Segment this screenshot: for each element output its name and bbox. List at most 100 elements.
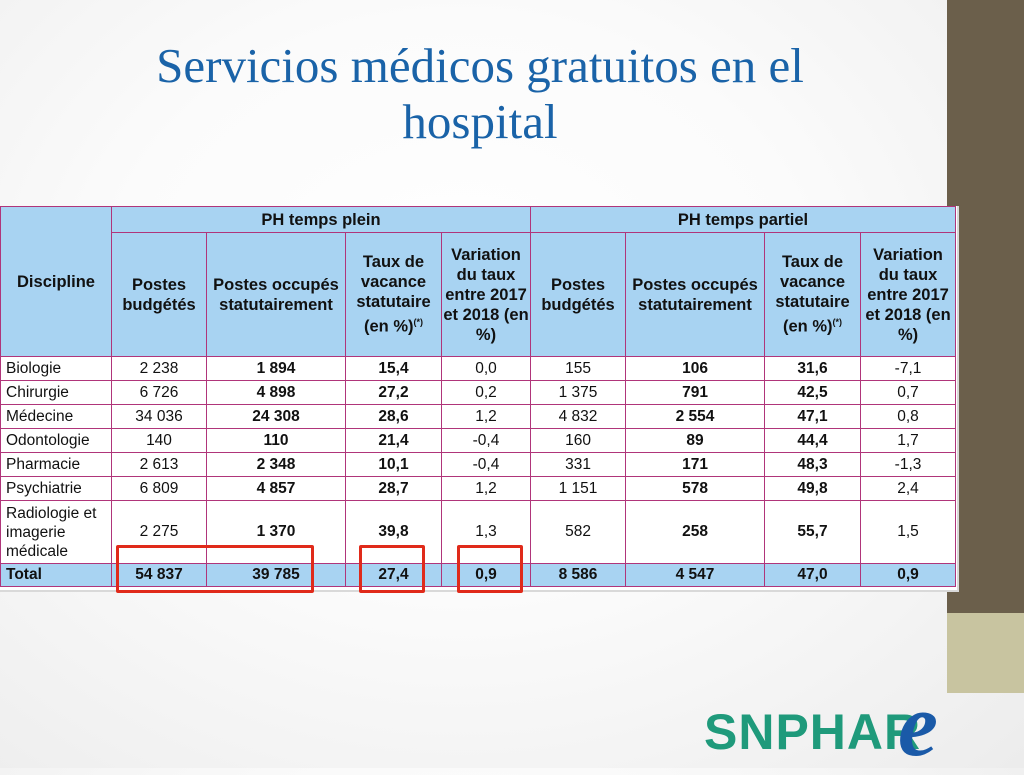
cell-full-variation: -0,4 [440, 452, 532, 477]
cell-partial-occupied: 258 [625, 500, 766, 564]
cell-partial-variation: 0,9 [860, 563, 957, 587]
cell-discipline: Médecine [0, 404, 112, 429]
highlight-box-postes [116, 545, 314, 593]
table-row: Radiologie et imagerie médicale 2 275 1 … [0, 500, 957, 564]
col-variation: Variation du taux entre 2017 et 2018 (en… [860, 232, 957, 357]
cell-full-occupied: 24 308 [206, 404, 346, 429]
col-postes-budgetes: Postes budgétés [530, 232, 627, 357]
cell-partial-budgeted: 4 832 [530, 404, 627, 429]
cell-partial-variation: 2,4 [860, 476, 957, 501]
cell-discipline: Biologie [0, 356, 112, 381]
cell-full-occupied: 4 898 [206, 380, 346, 405]
data-table: Discipline PH temps plein PH temps parti… [0, 206, 957, 587]
cell-full-variation: 0,0 [440, 356, 532, 381]
cell-partial-budgeted: 155 [530, 356, 627, 381]
cell-full-budgeted: 6 726 [111, 380, 207, 405]
col-variation: Variation du taux entre 2017 et 2018 (en… [440, 232, 532, 357]
cell-full-budgeted: 2 613 [111, 452, 207, 477]
cell-partial-budgeted: 1 375 [530, 380, 627, 405]
col-taux-vacance: Taux de vacance statutaire (en %)(*) [764, 232, 862, 357]
cell-full-budgeted: 2 238 [111, 356, 207, 381]
cell-full-budgeted: 2 275 [111, 500, 207, 564]
cell-full-budgeted: 34 036 [111, 404, 207, 429]
cell-partial-occupied: 2 554 [625, 404, 766, 429]
cell-partial-vacancy: 48,3 [764, 452, 862, 477]
table-row: Chirurgie 6 726 4 898 27,2 0,2 1 375 791… [0, 380, 957, 405]
cell-partial-variation: -7,1 [860, 356, 957, 381]
cell-full-variation: 0,9 [440, 563, 532, 587]
cell-partial-vacancy: 49,8 [764, 476, 862, 501]
cell-partial-variation: 0,7 [860, 380, 957, 405]
data-table-image: Discipline PH temps plein PH temps parti… [0, 206, 959, 592]
cell-partial-vacancy: 44,4 [764, 428, 862, 453]
cell-full-variation: -0,4 [440, 428, 532, 453]
cell-full-occupied: 39 785 [206, 563, 346, 587]
table-row: Biologie 2 238 1 894 15,4 0,0 155 106 31… [0, 356, 957, 381]
slide-title: Servicios médicos gratuitos en el hospit… [156, 38, 804, 149]
col-taux-vacance: Taux de vacance statutaire (en %)(*) [345, 232, 442, 357]
cell-full-vacancy: 28,7 [345, 476, 442, 501]
group-header-partial: PH temps partiel [530, 206, 957, 233]
cell-full-variation: 1,2 [440, 476, 532, 501]
col-postes-occupes: Postes occupés statutairement [206, 232, 346, 357]
cell-partial-occupied: 171 [625, 452, 766, 477]
cell-discipline: Chirurgie [0, 380, 112, 405]
cell-full-vacancy: 28,6 [345, 404, 442, 429]
cell-full-occupied: 1 894 [206, 356, 346, 381]
discipline-header: Discipline [0, 206, 112, 357]
cell-discipline: Total [0, 563, 112, 587]
cell-partial-budgeted: 331 [530, 452, 627, 477]
cell-partial-variation: 0,8 [860, 404, 957, 429]
table-row: Psychiatrie 6 809 4 857 28,7 1,2 1 151 5… [0, 476, 957, 501]
cell-partial-occupied: 89 [625, 428, 766, 453]
cell-partial-occupied: 578 [625, 476, 766, 501]
cell-partial-variation: 1,7 [860, 428, 957, 453]
cell-full-budgeted: 54 837 [111, 563, 207, 587]
cell-partial-vacancy: 42,5 [764, 380, 862, 405]
cell-partial-variation: -1,3 [860, 452, 957, 477]
cell-partial-variation: 1,5 [860, 500, 957, 564]
cell-full-occupied: 1 370 [206, 500, 346, 564]
cell-full-budgeted: 6 809 [111, 476, 207, 501]
cell-full-occupied: 4 857 [206, 476, 346, 501]
table-row: Pharmacie 2 613 2 348 10,1 -0,4 331 171 … [0, 452, 957, 477]
group-header-full: PH temps plein [110, 206, 532, 233]
snphare-logo: SNPHAR e [700, 681, 947, 771]
cell-partial-occupied: 106 [625, 356, 766, 381]
cell-full-vacancy: 27,2 [345, 380, 442, 405]
logo-letter-e: e [898, 676, 938, 775]
cell-partial-vacancy: 31,6 [764, 356, 862, 381]
cell-partial-vacancy: 55,7 [764, 500, 862, 564]
cell-full-budgeted: 140 [111, 428, 207, 453]
col-postes-occupes: Postes occupés statutairement [625, 232, 766, 357]
cell-partial-budgeted: 8 586 [530, 563, 627, 587]
cell-full-vacancy: 21,4 [345, 428, 442, 453]
cell-full-variation: 0,2 [440, 380, 532, 405]
cell-full-occupied: 110 [206, 428, 346, 453]
highlight-box-taux [359, 545, 425, 593]
cell-full-variation: 1,2 [440, 404, 532, 429]
cell-full-occupied: 2 348 [206, 452, 346, 477]
cell-partial-budgeted: 160 [530, 428, 627, 453]
cell-full-vacancy: 15,4 [345, 356, 442, 381]
cell-partial-budgeted: 582 [530, 500, 627, 564]
table-row: Odontologie 140 110 21,4 -0,4 160 89 44,… [0, 428, 957, 453]
cell-full-variation: 1,3 [440, 500, 532, 564]
cell-partial-occupied: 4 547 [625, 563, 766, 587]
cell-discipline: Radiologie et imagerie médicale [0, 500, 112, 564]
cell-partial-occupied: 791 [625, 380, 766, 405]
logo-text: SNPHAR [704, 704, 922, 760]
cell-partial-vacancy: 47,1 [764, 404, 862, 429]
highlight-box-variation [457, 545, 523, 593]
total-row: Total 54 837 39 785 27,4 0,9 8 586 4 547… [0, 563, 957, 587]
cell-discipline: Pharmacie [0, 452, 112, 477]
cell-partial-budgeted: 1 151 [530, 476, 627, 501]
cell-discipline: Psychiatrie [0, 476, 112, 501]
cell-partial-vacancy: 47,0 [764, 563, 862, 587]
side-bar-light [947, 613, 1024, 693]
cell-full-vacancy: 10,1 [345, 452, 442, 477]
cell-discipline: Odontologie [0, 428, 112, 453]
col-postes-budgetes: Postes budgétés [111, 232, 207, 357]
side-bar-dark [947, 0, 1024, 613]
table-row: Médecine 34 036 24 308 28,6 1,2 4 832 2 … [0, 404, 957, 429]
